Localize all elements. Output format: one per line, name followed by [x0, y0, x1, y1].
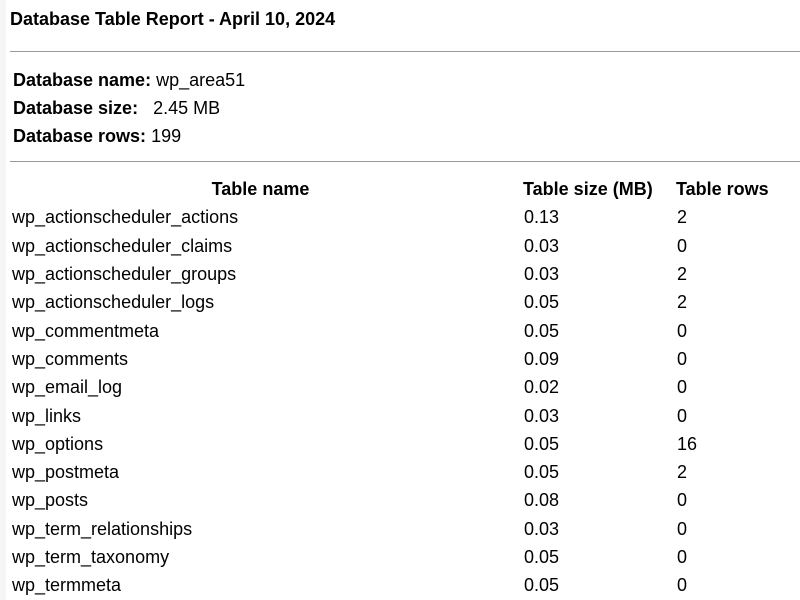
summary-divider	[10, 161, 800, 162]
table-body: wp_actionscheduler_actions 0.13 2 wp_action…	[10, 203, 800, 599]
database-size-row: Database size: 2.45 MB	[13, 96, 245, 124]
table-name-cell: wp_comments	[12, 348, 129, 369]
table-header-row: Table name Table size (MB) Table rows	[10, 175, 800, 203]
table-size-cell: 0.09	[524, 348, 560, 369]
database-name-row: Database name: wp_area51	[13, 68, 245, 96]
table-rows-cell: 0	[677, 490, 688, 511]
table-rows-cell: 0	[677, 547, 688, 567]
table-size-cell: 0.05	[524, 575, 560, 596]
table-size-cell: 0.05	[524, 462, 560, 483]
table-size-cell: 0.03	[524, 264, 560, 285]
table-rows-cell: 2	[677, 292, 688, 313]
table-name-cell: wp_actionscheduler_groups	[12, 264, 237, 285]
table-list: Table name Table size (MB) Table rows wp…	[10, 175, 800, 599]
column-header-table-name: Table name	[211, 179, 310, 200]
table-rows-cell: 0	[677, 405, 688, 426]
window-left-edge	[0, 0, 6, 600]
table-name-cell: wp_options	[12, 433, 104, 454]
table-size-cell: 0.05	[524, 547, 560, 567]
table-row: wp_postmeta 0.05 2	[10, 458, 800, 486]
table-row: wp_posts 0.08 0	[10, 486, 800, 514]
table-name-cell: wp_email_log	[12, 377, 123, 398]
database-rows-value: 199	[151, 126, 182, 146]
database-name-label: Database name:	[13, 70, 152, 90]
database-summary: Database name: wp_area51 Database size: …	[13, 68, 245, 152]
database-rows-label: Database rows:	[13, 126, 147, 146]
table-name-cell: wp_term_taxonomy	[12, 547, 170, 567]
table-rows-cell: 0	[677, 518, 688, 539]
table-size-cell: 0.03	[524, 518, 560, 539]
table-size-cell: 0.05	[524, 320, 560, 341]
table-name-cell: wp_commentmeta	[12, 320, 160, 341]
table-size-cell: 0.13	[524, 207, 560, 228]
table-name-cell: wp_postmeta	[12, 462, 120, 483]
database-size-label: Database size:	[13, 98, 139, 118]
table-rows-cell: 0	[677, 377, 688, 398]
table-size-cell: 0.03	[524, 235, 560, 256]
table-size-cell: 0.02	[524, 377, 560, 398]
report-title: Database Table Report - April 10, 2024	[10, 9, 336, 29]
table-name-cell: wp_term_relationships	[12, 518, 193, 539]
table-row: wp_term_taxonomy 0.05 0	[10, 543, 800, 571]
database-rows-row: Database rows: 199	[13, 124, 245, 152]
table-rows-cell: 2	[677, 264, 688, 285]
table-row: wp_termmeta 0.05 0	[10, 571, 800, 599]
table-row: wp_options 0.05 16	[10, 430, 800, 458]
table-row: wp_actionscheduler_logs 0.05 2	[10, 288, 800, 316]
table-name-cell: wp_actionscheduler_claims	[12, 235, 233, 256]
table-row: wp_links 0.03 0	[10, 401, 800, 429]
table-size-cell: 0.05	[524, 433, 560, 454]
table-name-cell: wp_actionscheduler_actions	[12, 207, 239, 228]
table-size-cell: 0.05	[524, 292, 560, 313]
table-row: wp_commentmeta 0.05 0	[10, 316, 800, 344]
table-row: wp_email_log 0.02 0	[10, 373, 800, 401]
table-row: wp_actionscheduler_claims 0.03 0	[10, 232, 800, 260]
table-row: wp_term_relationships 0.03 0	[10, 515, 800, 543]
database-name-value: wp_area51	[156, 70, 246, 90]
table-row: wp_comments 0.09 0	[10, 345, 800, 373]
table-row: wp_actionscheduler_actions 0.13 2	[10, 203, 800, 231]
table-rows-cell: 0	[677, 235, 688, 256]
table-name-cell: wp_actionscheduler_logs	[12, 292, 215, 313]
table-rows-cell: 0	[677, 320, 688, 341]
table-row: wp_actionscheduler_groups 0.03 2	[10, 260, 800, 288]
table-rows-cell: 0	[677, 348, 688, 369]
title-divider	[10, 51, 800, 52]
table-rows-cell: 0	[677, 575, 688, 596]
table-size-cell: 0.08	[524, 490, 560, 511]
database-size-value: 2.45 MB	[153, 98, 221, 118]
column-header-table-rows: Table rows	[676, 179, 769, 200]
column-header-table-size: Table size (MB)	[523, 179, 653, 200]
table-size-cell: 0.03	[524, 405, 560, 426]
table-name-cell: wp_termmeta	[12, 575, 122, 596]
table-rows-cell: 2	[677, 462, 688, 483]
table-name-cell: wp_posts	[12, 490, 89, 511]
table-name-cell: wp_links	[12, 405, 82, 426]
table-rows-cell: 2	[677, 207, 688, 228]
table-rows-cell: 16	[677, 433, 698, 454]
